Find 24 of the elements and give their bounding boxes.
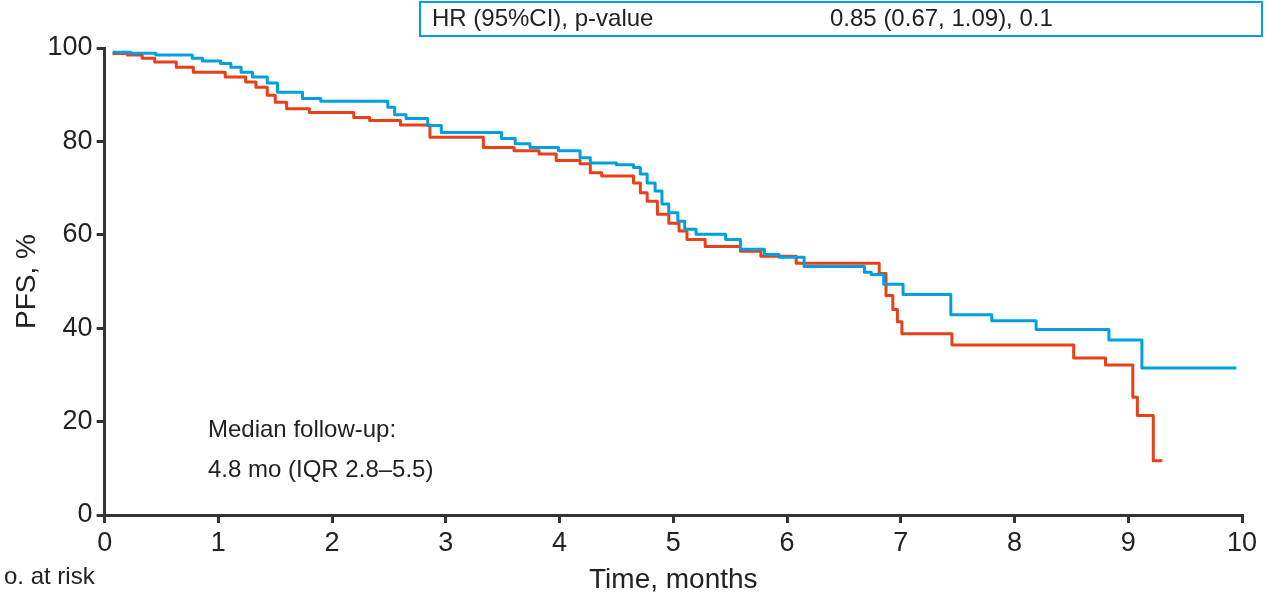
text: 0.85 (0.67, 1.09), 0.1 (830, 3, 1053, 31)
x-tick-label: 8 (1007, 526, 1023, 557)
x-tick-label: 5 (665, 526, 681, 557)
x-tick-label: 0 (97, 526, 113, 557)
y-tick-label: 100 (47, 31, 93, 62)
annotation: 4.8 mo (IQR 2.8–5.5) (208, 454, 434, 482)
y-tick-label: 0 (77, 498, 93, 529)
y-tick-label: 20 (62, 405, 93, 436)
x-tick-label: 3 (438, 526, 454, 557)
y-tick-label: 40 (62, 311, 93, 342)
y-tick-label: 60 (62, 218, 93, 249)
x-axis-title: Time, months (589, 562, 758, 594)
x-tick-label: 1 (210, 526, 226, 557)
x-tick-label: 4 (552, 526, 568, 557)
x-tick-label: 7 (893, 526, 909, 557)
y-tick-label: 80 (62, 124, 93, 155)
annotation: Median follow-up: (208, 414, 397, 442)
text: o. at risk (4, 561, 96, 589)
x-tick-label: 6 (779, 526, 795, 557)
x-tick-label: 10 (1226, 526, 1258, 557)
y-axis-title: PFS, % (9, 234, 41, 329)
x-tick-label: 2 (324, 526, 340, 557)
text: HR (95%CI), p-value (432, 3, 654, 31)
x-tick-label: 9 (1120, 526, 1136, 557)
